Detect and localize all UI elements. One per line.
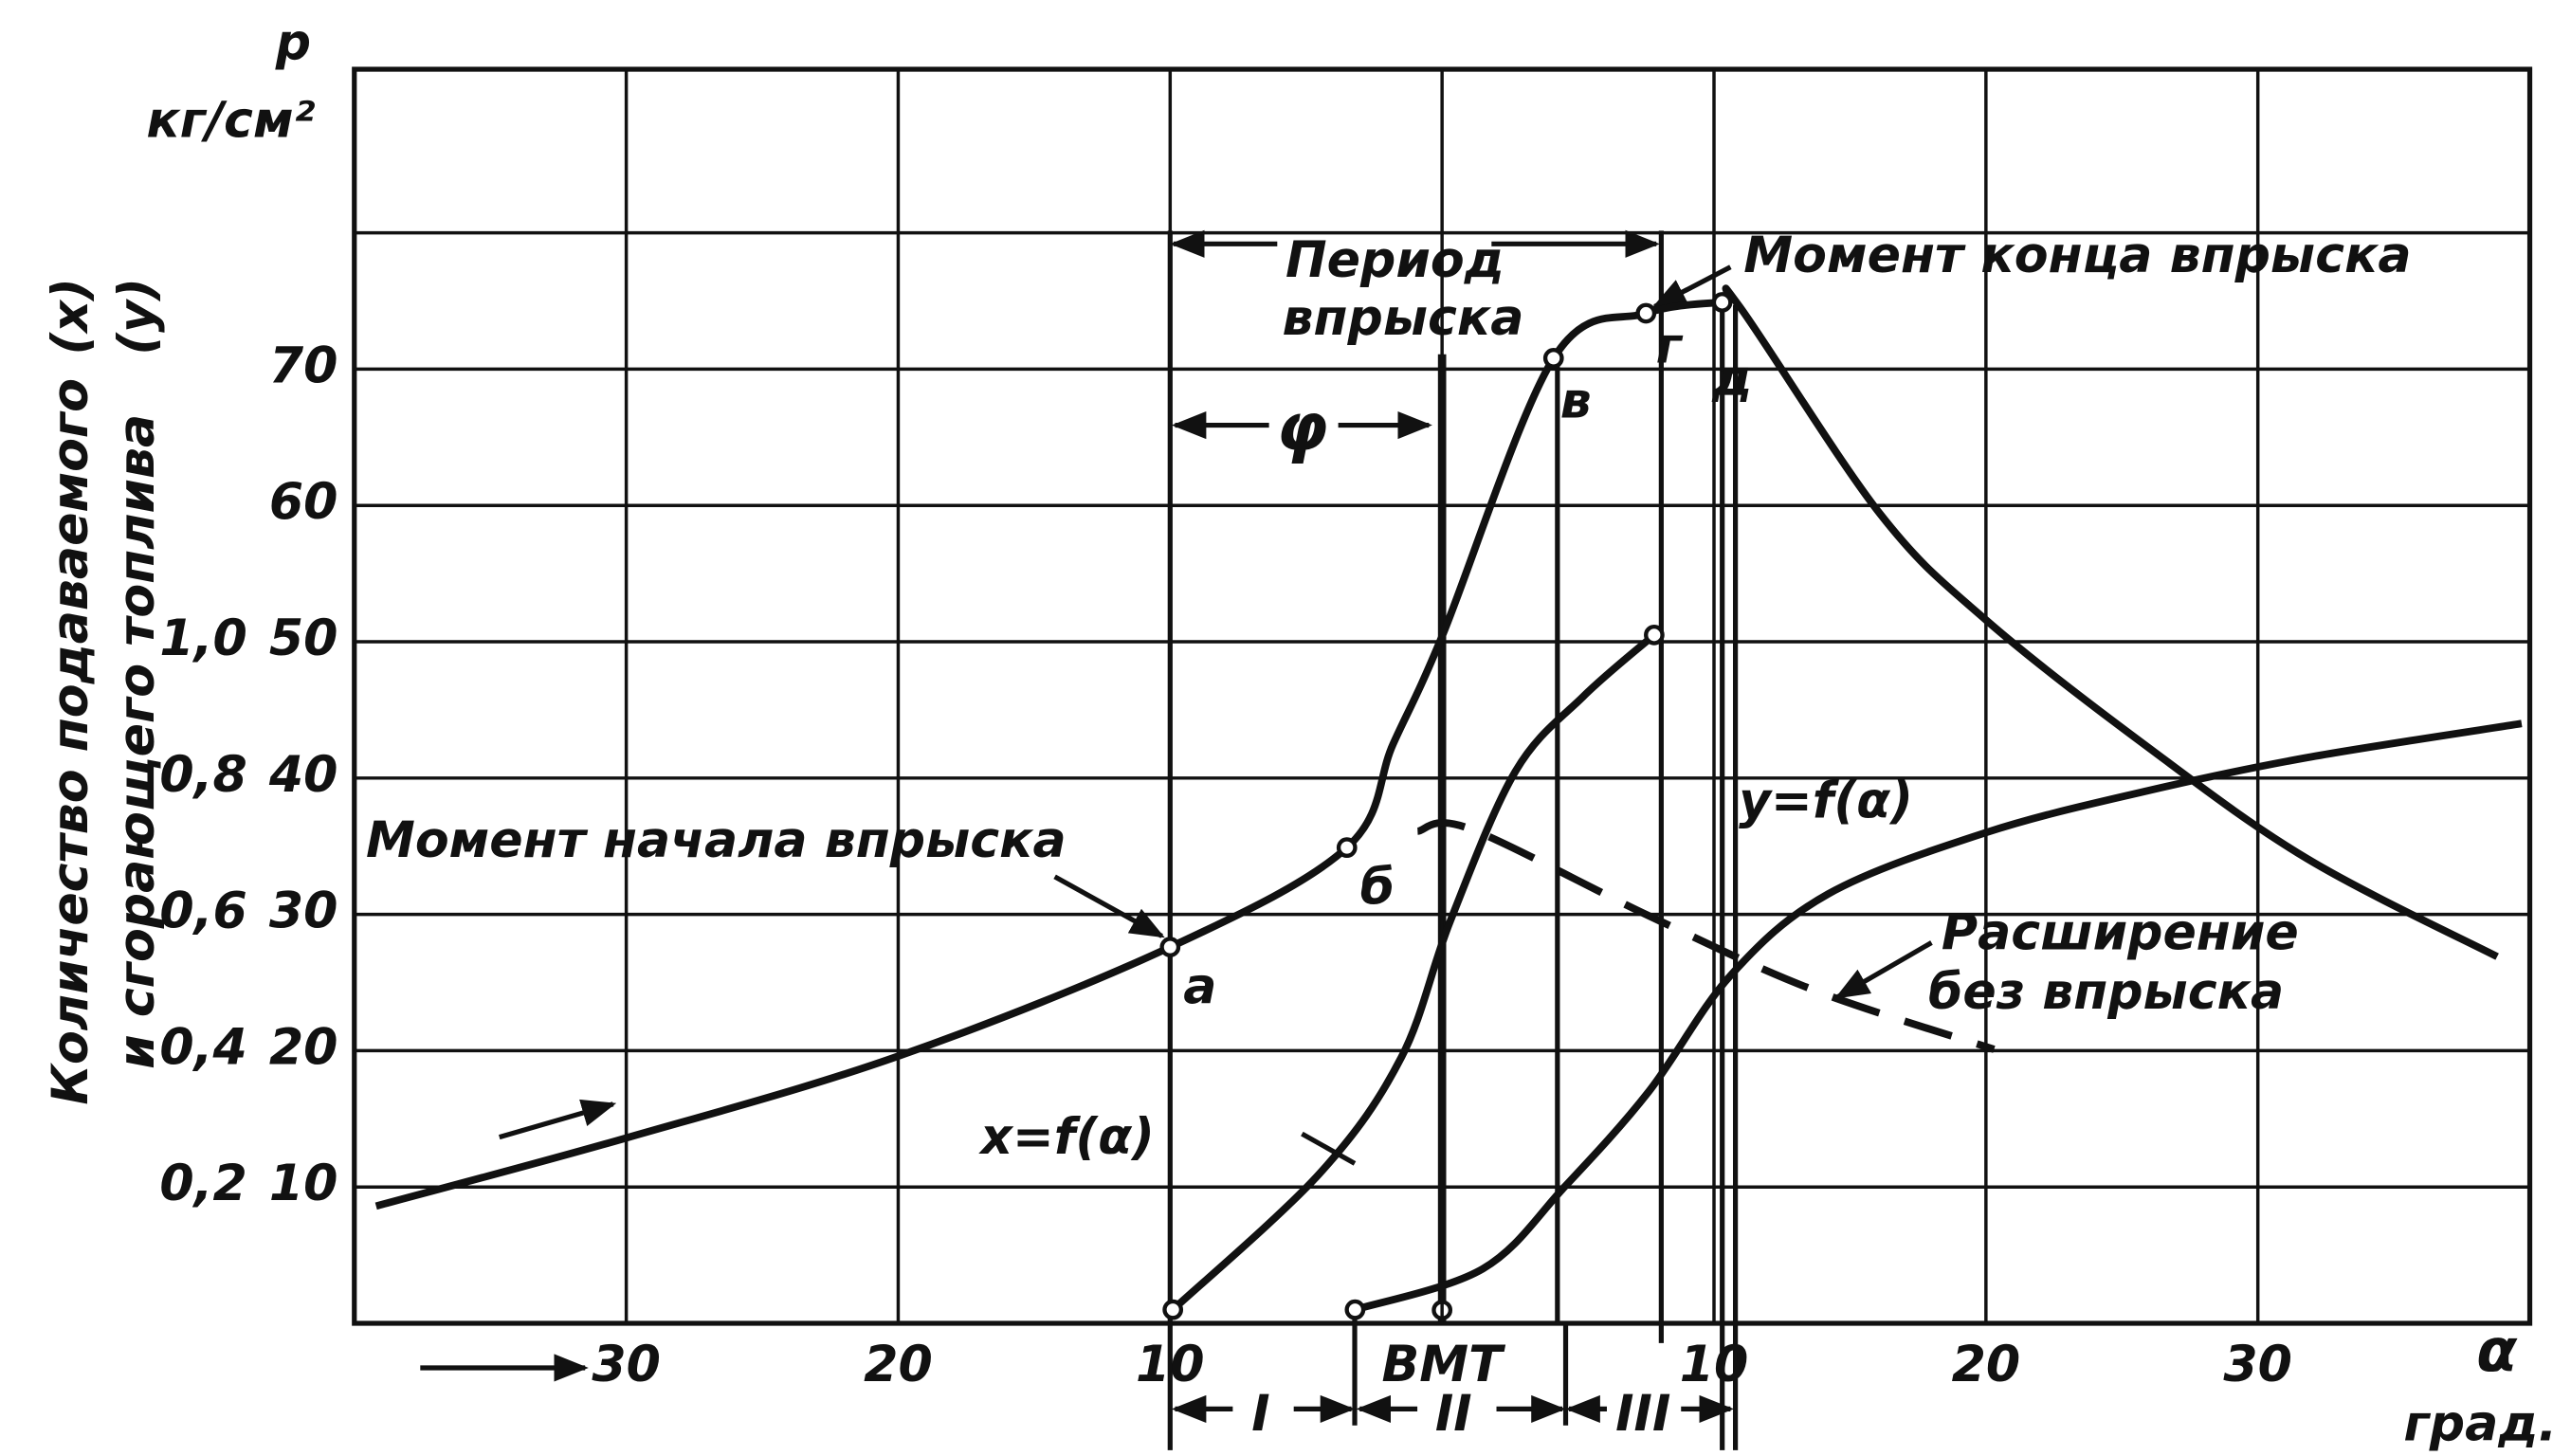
- arrow: [1651, 264, 1732, 309]
- y2-label-mark: (x): [43, 278, 100, 355]
- annotation: впрыска: [1283, 290, 1524, 347]
- curve-point: [1162, 1299, 1184, 1320]
- arrow: [1834, 940, 1933, 1000]
- series-line: [374, 284, 2499, 1210]
- key-point: [1542, 348, 1564, 369]
- y2-label: Количество подаваемого: [43, 378, 100, 1105]
- annotation: Момент начала впрыска: [366, 812, 1067, 869]
- key-point: [1711, 292, 1733, 313]
- y2-tick-label: 0,4: [159, 1019, 246, 1076]
- x-label: α: [2476, 1316, 2518, 1385]
- y2-tick-label: 1,0: [159, 610, 246, 667]
- y-unit: кг/см²: [146, 92, 315, 149]
- y-tick-label: 70: [269, 337, 338, 394]
- annotation: x=f(α): [977, 1109, 1155, 1166]
- key-point-label: г: [1656, 318, 1684, 375]
- y2-label: и сгорающего топлива: [109, 414, 166, 1069]
- y-label: p: [275, 15, 311, 72]
- x-unit: град.: [2404, 1396, 2558, 1453]
- annotation: I: [1251, 1386, 1269, 1443]
- x-tick-label: 10: [1680, 1337, 1749, 1393]
- key-point-label: б: [1360, 859, 1395, 916]
- y-tick-label: 50: [269, 610, 338, 667]
- key-point-label: в: [1560, 373, 1592, 430]
- x-tick-label: 30: [2223, 1337, 2292, 1393]
- key-point-label: а: [1183, 958, 1216, 1015]
- annotation: без впрыска: [1928, 964, 2284, 1021]
- annotation: III: [1615, 1386, 1670, 1443]
- key-point: [1159, 937, 1181, 957]
- x-tick-label: ВМТ: [1382, 1337, 1506, 1393]
- x-tick-label: 20: [864, 1337, 933, 1393]
- annotation: y=f(α): [1739, 773, 1913, 829]
- y-tick-label: 20: [269, 1019, 338, 1076]
- y-tick-label: 40: [268, 747, 338, 804]
- annotation: Момент конца впрыска: [1743, 228, 2411, 284]
- y-tick-label: 10: [269, 1156, 338, 1212]
- series-line: [1416, 819, 1996, 1053]
- pointer: [1301, 1131, 1357, 1166]
- key-point-label: д: [1711, 350, 1752, 407]
- series-line: [1170, 631, 1657, 1313]
- key-point: [1635, 302, 1657, 324]
- annotation: Период: [1286, 232, 1504, 289]
- series-line: [1354, 719, 2523, 1314]
- x-tick-label: 10: [1136, 1337, 1205, 1393]
- x-tick-label: 30: [592, 1337, 661, 1393]
- y2-tick-label: 0,6: [159, 883, 246, 940]
- y2-tick-label: 0,2: [159, 1156, 246, 1212]
- annotation: φ: [1276, 390, 1327, 466]
- arrow: [1053, 874, 1165, 938]
- annotation: Расширение: [1942, 904, 2299, 961]
- annotation: II: [1435, 1386, 1472, 1443]
- x-tick-label: 20: [1952, 1337, 2021, 1393]
- y2-label-mark: (y): [109, 278, 166, 355]
- curve-point: [1644, 624, 1665, 646]
- key-point: [1336, 837, 1358, 859]
- arrow: [499, 1099, 617, 1140]
- curve-point: [1344, 1299, 1366, 1320]
- y2-tick-label: 0,8: [159, 747, 246, 804]
- y-tick-label: 60: [269, 474, 338, 531]
- y-tick-label: 30: [269, 883, 338, 940]
